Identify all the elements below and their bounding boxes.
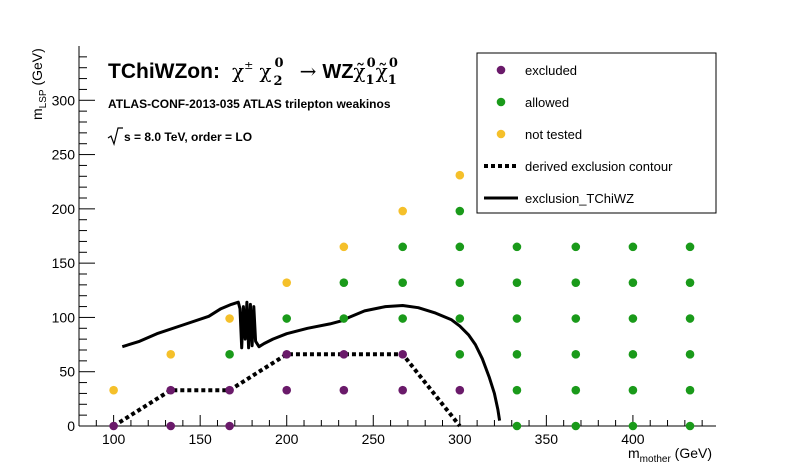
y-tick-label: 250 xyxy=(52,147,76,163)
point-allowed xyxy=(571,350,581,359)
x-tick-label: 150 xyxy=(188,431,212,447)
legend-label-not-tested: not tested xyxy=(525,127,582,142)
legend-marker-not-tested xyxy=(496,129,506,139)
point-allowed xyxy=(512,385,522,395)
x-tick-label: 400 xyxy=(621,431,645,447)
exclusion-line xyxy=(121,300,502,421)
x-axis-title: mmother (GeV) xyxy=(628,445,712,465)
point-excluded xyxy=(339,385,349,395)
y-tick-label: 300 xyxy=(52,92,76,108)
derived-contour-line xyxy=(112,352,462,428)
x-tick-label: 350 xyxy=(535,431,559,447)
point-excluded xyxy=(109,421,118,431)
point-not-tested xyxy=(398,206,407,216)
legend-marker-allowed xyxy=(496,97,506,107)
x-tick-label: 200 xyxy=(275,431,299,447)
lines-layer xyxy=(112,300,502,428)
point-excluded xyxy=(398,350,407,359)
point-allowed xyxy=(685,385,695,395)
point-excluded xyxy=(225,421,234,431)
process-formula: χ± χ 20 → WZχ̃10χ̃10 xyxy=(232,56,398,89)
y-tick-label: 200 xyxy=(52,201,76,217)
point-excluded xyxy=(166,421,176,431)
point-allowed xyxy=(571,278,581,287)
chart-title: TChiWZon: xyxy=(108,60,220,83)
point-allowed xyxy=(685,278,695,287)
point-allowed xyxy=(628,278,638,287)
point-not-tested xyxy=(166,350,176,359)
y-tick-label: 0 xyxy=(67,418,75,434)
legend-label-derived-exclusion-contour: derived exclusion contour xyxy=(525,159,673,174)
point-allowed xyxy=(685,314,695,323)
point-allowed xyxy=(628,385,638,395)
point-allowed xyxy=(512,350,522,359)
point-allowed xyxy=(685,350,695,359)
point-excluded xyxy=(166,385,176,395)
legend-box xyxy=(476,52,717,214)
point-allowed xyxy=(685,242,695,252)
point-allowed xyxy=(512,314,522,323)
point-allowed xyxy=(628,350,638,359)
point-allowed xyxy=(339,314,349,323)
points-layer xyxy=(109,170,695,431)
point-excluded xyxy=(398,385,407,395)
point-allowed xyxy=(512,242,522,252)
point-allowed xyxy=(512,278,522,287)
point-allowed xyxy=(571,385,581,395)
axes-layer: 100 150 200 250 300 350 400 0 50 100 150 200 250 300 xyxy=(52,46,716,447)
point-allowed xyxy=(571,242,581,252)
point-allowed xyxy=(225,350,234,359)
point-allowed xyxy=(455,350,465,359)
point-allowed xyxy=(571,314,581,323)
point-excluded xyxy=(455,385,465,395)
point-not-tested xyxy=(109,385,118,395)
point-allowed xyxy=(628,421,638,431)
point-allowed xyxy=(571,421,581,431)
point-excluded xyxy=(225,385,234,395)
y-tick-label: 100 xyxy=(52,309,76,325)
point-not-tested xyxy=(225,314,234,323)
point-not-tested xyxy=(282,278,292,287)
point-not-tested xyxy=(455,170,465,180)
legend: excluded allowed not tested derived exclusi… xyxy=(484,63,673,206)
point-not-tested xyxy=(339,242,349,252)
point-allowed xyxy=(628,242,638,252)
legend-marker-excluded xyxy=(496,65,506,75)
point-allowed xyxy=(455,314,465,323)
y-tick-label: 150 xyxy=(52,255,76,271)
sqrt-symbol xyxy=(107,127,123,147)
y-axis-title: mLSP (GeV) xyxy=(29,48,49,120)
point-allowed xyxy=(628,314,638,323)
x-tick-label: 250 xyxy=(362,431,386,447)
point-excluded xyxy=(282,350,292,359)
point-excluded xyxy=(282,385,292,395)
legend-label-exclusion-TChiWZ: exclusion_TChiWZ xyxy=(525,191,634,206)
annotation-conf: ATLAS-CONF-2013-035 ATLAS trilepton weak… xyxy=(108,97,391,111)
x-tick-label: 300 xyxy=(448,431,472,447)
legend-label-excluded: excluded xyxy=(525,63,577,78)
point-excluded xyxy=(339,350,349,359)
point-allowed xyxy=(455,242,465,252)
point-allowed xyxy=(685,421,695,431)
point-allowed xyxy=(398,242,407,252)
point-allowed xyxy=(339,278,349,287)
point-allowed xyxy=(455,206,465,216)
legend-label-allowed: allowed xyxy=(525,95,569,110)
point-allowed xyxy=(398,278,407,287)
point-allowed xyxy=(398,314,407,323)
point-allowed xyxy=(282,314,292,323)
point-allowed xyxy=(512,421,522,431)
x-tick-label: 100 xyxy=(102,431,126,447)
point-allowed xyxy=(455,278,465,287)
y-tick-label: 50 xyxy=(59,364,75,380)
annotation-energy: s = 8.0 TeV, order = LO xyxy=(124,130,252,144)
